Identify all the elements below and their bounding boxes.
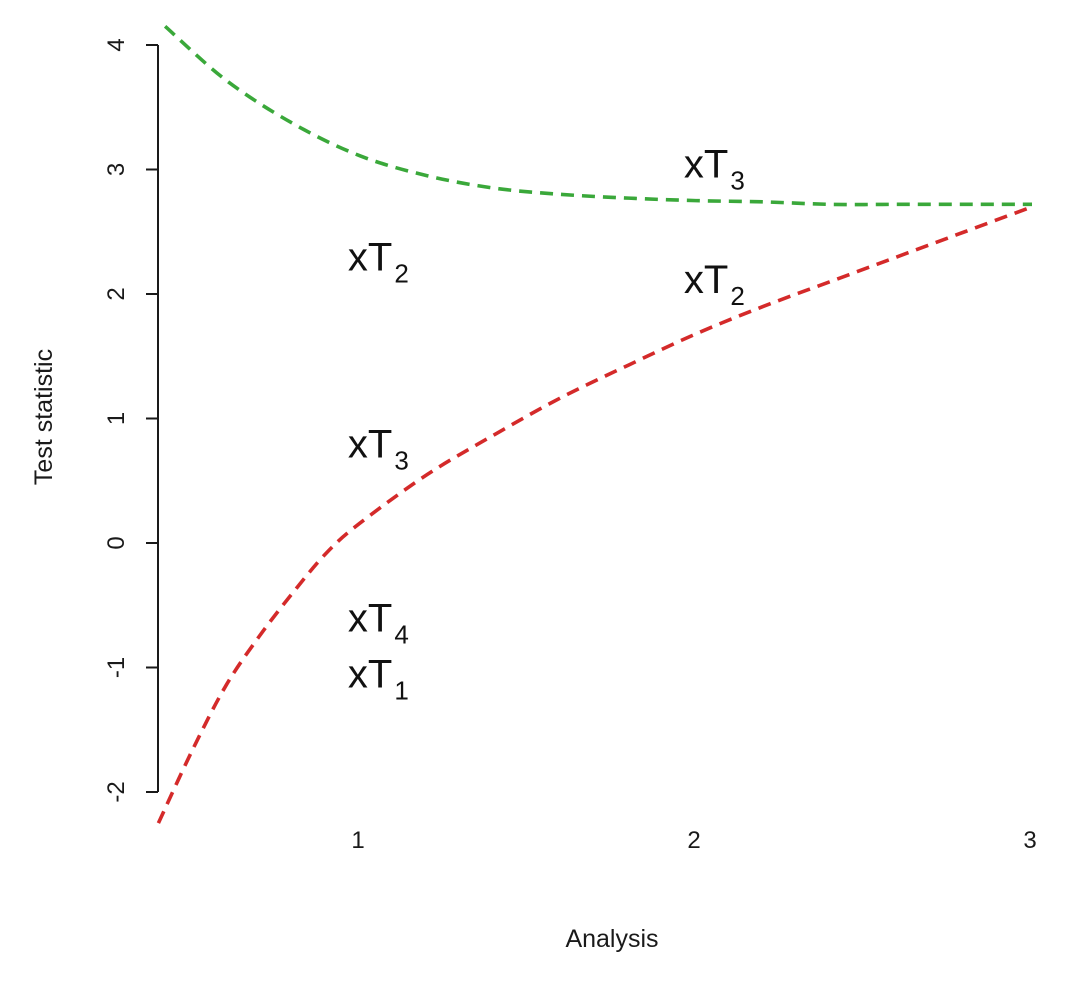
point-label-text: xT: [684, 142, 728, 186]
point-label-text: xT: [684, 258, 728, 302]
lower-boundary-line: [156, 205, 1033, 824]
x-axis-tick-labels: 1 2 3: [351, 827, 1036, 854]
y-tick-label: 2: [103, 287, 130, 300]
point-label: xT3: [348, 422, 409, 475]
y-axis-ticks: -2 -1 0 1 2 3 4: [103, 38, 158, 803]
point-label-text: xT: [348, 653, 392, 697]
y-axis-title: Test statistic: [30, 349, 58, 485]
point-label: xT2: [684, 258, 745, 311]
y-tick-label: 0: [103, 536, 130, 549]
point-label-subscript: 1: [394, 676, 408, 706]
point-label-subscript: 3: [730, 165, 744, 195]
point-label: xT3: [684, 142, 745, 195]
point-label-subscript: 2: [394, 259, 408, 289]
point-label-text: xT: [348, 422, 392, 466]
series-layer: [156, 24, 1033, 824]
point-label: xT1: [348, 653, 409, 706]
point-label-subscript: 3: [394, 445, 408, 475]
x-tick-label: 2: [687, 827, 700, 854]
y-tick-label: -1: [103, 657, 130, 678]
point-label-subscript: 4: [394, 620, 408, 650]
y-tick-label: 3: [103, 163, 130, 176]
y-tick-label: -2: [103, 781, 130, 802]
point-label: xT4: [348, 597, 409, 650]
y-tick-label: 1: [103, 412, 130, 425]
x-tick-label: 1: [351, 827, 364, 854]
point-label-text: xT: [348, 597, 392, 641]
y-tick-label: 4: [103, 38, 130, 51]
upper-boundary-line: [163, 24, 1032, 207]
x-tick-label: 3: [1023, 827, 1036, 854]
point-label-text: xT: [348, 236, 392, 280]
x-axis-title: Analysis: [565, 925, 658, 953]
point-label-subscript: 2: [730, 281, 744, 311]
point-label: xT2: [348, 236, 409, 289]
